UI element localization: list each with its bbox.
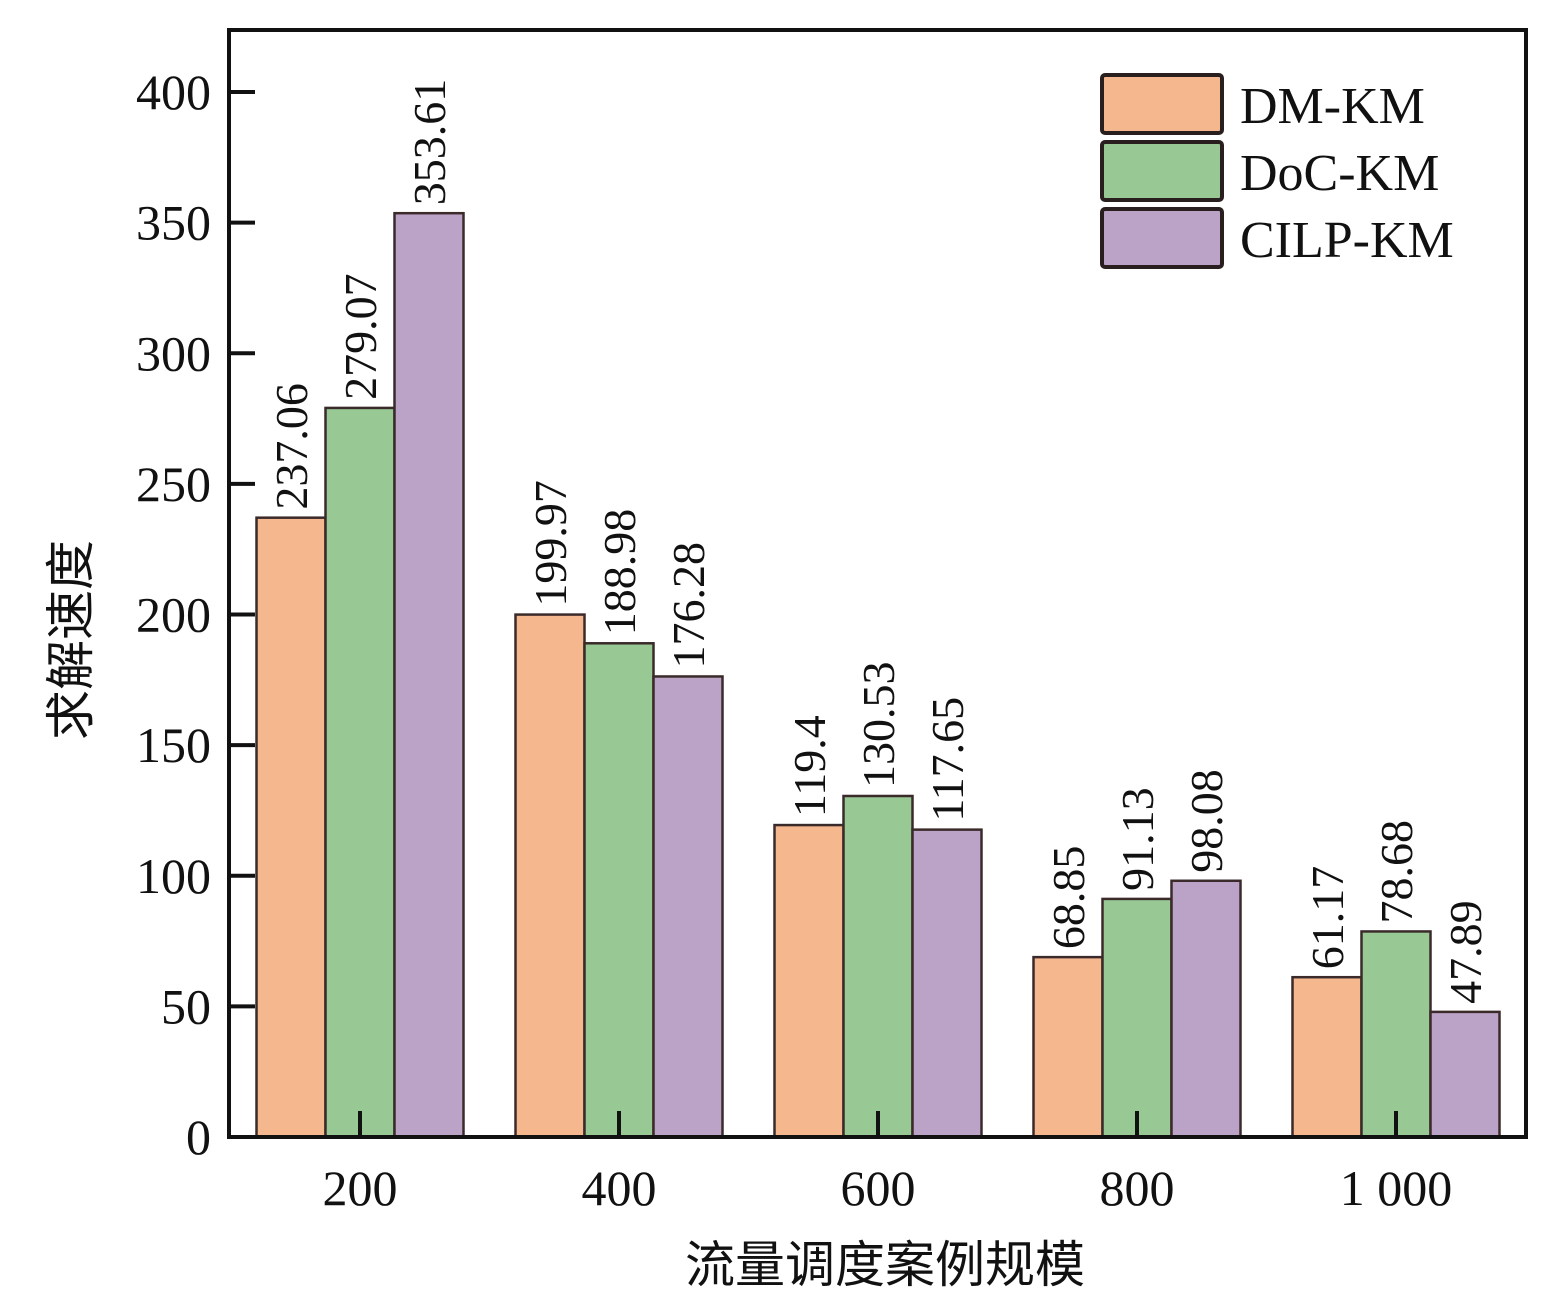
y-tick-label: 350 <box>136 195 211 251</box>
data-label: 279.07 <box>335 273 386 400</box>
bar-dm-km-400 <box>514 613 586 1139</box>
data-label: 91.13 <box>1112 787 1163 891</box>
x-axis-label: 流量调度案例规模 <box>685 1236 1085 1294</box>
data-label: 188.98 <box>594 509 645 636</box>
legend-swatch-doc-km <box>1100 140 1224 202</box>
y-tick-label: 200 <box>136 587 211 643</box>
bar-dm-km-600 <box>773 823 845 1139</box>
data-label: 237.06 <box>266 383 317 510</box>
data-label: 199.97 <box>525 480 576 607</box>
y-tick-label: 300 <box>136 325 211 381</box>
bar-doc-km-400 <box>583 642 655 1139</box>
data-label: 47.89 <box>1440 900 1491 1004</box>
data-label: 353.61 <box>404 79 455 206</box>
bar-dm-km-1000 <box>1291 975 1363 1139</box>
bar-cilp-km-800 <box>1170 879 1242 1139</box>
x-tick-label: 800 <box>1100 1160 1175 1216</box>
data-label: 68.85 <box>1043 846 1094 950</box>
x-tick-label: 600 <box>841 1160 916 1216</box>
data-label: 78.68 <box>1371 820 1422 924</box>
legend-label: DoC-KM <box>1240 145 1439 202</box>
data-label: 117.65 <box>922 697 973 822</box>
bar-cilp-km-400 <box>652 675 724 1139</box>
bar-cilp-km-600 <box>911 828 983 1139</box>
bar-doc-km-1000 <box>1360 930 1432 1139</box>
data-label: 119.4 <box>784 715 835 817</box>
legend-swatch-cilp-km <box>1100 207 1224 269</box>
legend-label: CILP-KM <box>1240 212 1454 269</box>
x-tick-label: 400 <box>582 1160 657 1216</box>
data-label: 61.17 <box>1302 866 1353 970</box>
bar-doc-km-800 <box>1101 897 1173 1139</box>
y-tick-label: 0 <box>186 1109 211 1165</box>
x-tick-label: 1 000 <box>1340 1160 1453 1216</box>
y-tick-label: 50 <box>161 978 211 1034</box>
data-label: 176.28 <box>663 542 714 669</box>
y-axis-label: 求解速度 <box>42 540 100 740</box>
y-tick-label: 150 <box>136 717 211 773</box>
legend-swatch-dm-km <box>1100 73 1224 135</box>
y-tick-label: 400 <box>136 64 211 120</box>
y-tick-label: 250 <box>136 456 211 512</box>
y-tick-label: 100 <box>136 848 211 904</box>
bar-cilp-km-1000 <box>1429 1010 1501 1139</box>
bar-doc-km-600 <box>842 794 914 1139</box>
x-tick-label: 200 <box>323 1160 398 1216</box>
data-label: 98.08 <box>1181 769 1232 873</box>
bar-dm-km-200 <box>255 516 327 1139</box>
bar-doc-km-200 <box>324 406 396 1139</box>
legend-label: DM-KM <box>1240 78 1425 135</box>
bar-dm-km-800 <box>1032 955 1104 1139</box>
bar-cilp-km-200 <box>393 211 465 1139</box>
data-label: 130.53 <box>853 661 904 788</box>
